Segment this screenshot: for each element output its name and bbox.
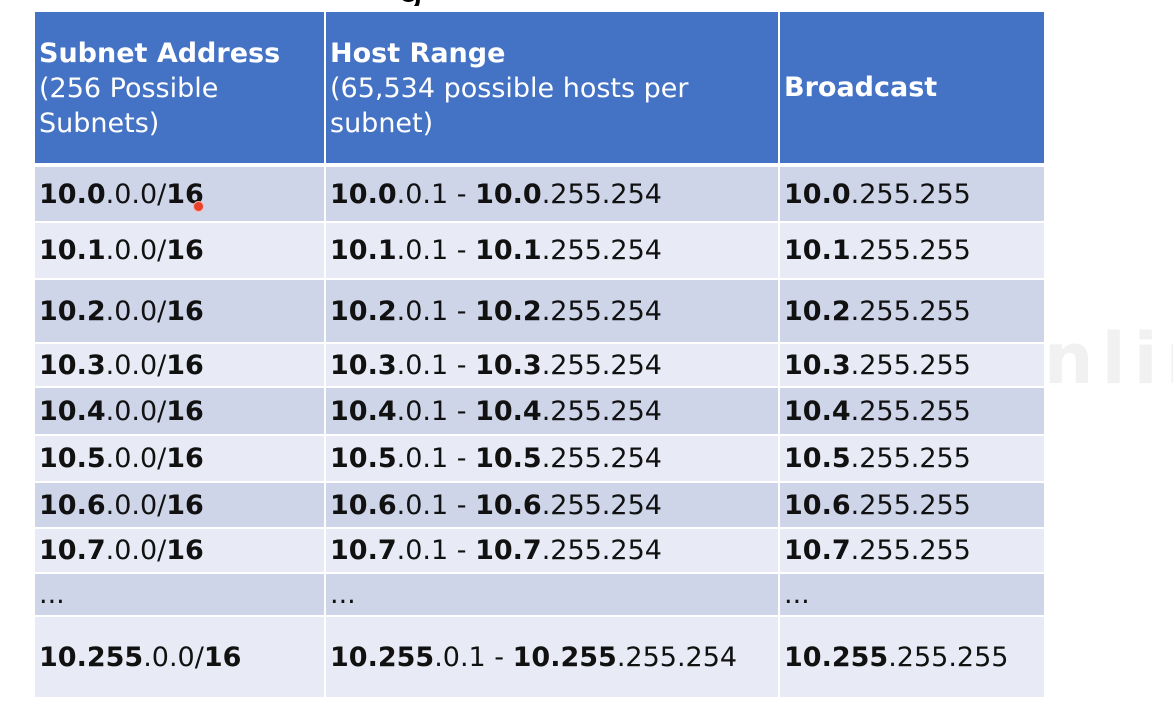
subnet-cell: 10.3.0.0/16 bbox=[35, 343, 326, 388]
broadcast-cell: 10.3.255.255 bbox=[779, 343, 1044, 388]
table-row: 10.1.0.0/16 10.1.0.1 - 10.1.255.254 10.1… bbox=[35, 222, 1044, 280]
host-range-cell: 10.255.0.1 - 10.255.255.254 bbox=[325, 616, 780, 699]
host-range-cell: 10.0.0.1 - 10.0.255.254 bbox=[325, 165, 780, 223]
header-subnet-address: Subnet Address (256 Possible Subnets) bbox=[35, 12, 326, 167]
broadcast-cell: 10.4.255.255 bbox=[779, 387, 1044, 436]
laser-pointer-dot bbox=[193, 201, 204, 212]
broadcast-cell: 10.0.255.255 bbox=[779, 165, 1044, 223]
subnet-cell: 10.2.0.0/16 bbox=[35, 279, 326, 344]
subnet-cell: 10.0.0.0/16 bbox=[35, 165, 326, 223]
broadcast-cell: 10.7.255.255 bbox=[779, 528, 1044, 574]
host-range-cell: 10.2.0.1 - 10.2.255.254 bbox=[325, 279, 780, 344]
header-broadcast: Broadcast bbox=[779, 12, 1044, 167]
table-row: 10.5.0.0/16 10.5.0.1 - 10.5.255.254 10.5… bbox=[35, 435, 1044, 483]
table-row: 10.6.0.0/16 10.6.0.1 - 10.6.255.254 10.6… bbox=[35, 482, 1044, 529]
ellipsis-row: ... ... ... bbox=[35, 573, 1044, 617]
table-row: 10.0.0.0/16 10.0.0.1 - 10.0.255.254 10.0… bbox=[35, 165, 1044, 223]
header-subnet-note: (256 Possible Subnets) bbox=[39, 73, 219, 139]
header-host-title: Host Range bbox=[330, 38, 506, 69]
slide-title-fragment: g bbox=[396, 0, 464, 6]
broadcast-cell: 10.6.255.255 bbox=[779, 482, 1044, 529]
subnet-cell: 10.255.0.0/16 bbox=[35, 616, 326, 699]
host-range-cell: 10.6.0.1 - 10.6.255.254 bbox=[325, 482, 780, 529]
table-row: 10.3.0.0/16 10.3.0.1 - 10.3.255.254 10.3… bbox=[35, 343, 1044, 388]
host-range-ellipsis: ... bbox=[325, 573, 780, 617]
header-subnet-title: Subnet Address bbox=[39, 38, 281, 69]
host-range-cell: 10.5.0.1 - 10.5.255.254 bbox=[325, 435, 780, 483]
subnet-cell: 10.4.0.0/16 bbox=[35, 387, 326, 436]
broadcast-cell: 10.5.255.255 bbox=[779, 435, 1044, 483]
broadcast-cell: 10.255.255.255 bbox=[779, 616, 1044, 699]
host-range-cell: 10.1.0.1 - 10.1.255.254 bbox=[325, 222, 780, 280]
subnet-ellipsis: ... bbox=[35, 573, 326, 617]
header-host-range: Host Range (65,534 possible hosts per su… bbox=[325, 12, 780, 167]
header-broadcast-title: Broadcast bbox=[784, 72, 938, 103]
host-range-cell: 10.3.0.1 - 10.3.255.254 bbox=[325, 343, 780, 388]
table-row: 10.4.0.0/16 10.4.0.1 - 10.4.255.254 10.4… bbox=[35, 387, 1044, 436]
subnet-cell: 10.6.0.0/16 bbox=[35, 482, 326, 529]
broadcast-cell: 10.1.255.255 bbox=[779, 222, 1044, 280]
subnet-cell: 10.5.0.0/16 bbox=[35, 435, 326, 483]
broadcast-cell: 10.2.255.255 bbox=[779, 279, 1044, 344]
header-row: Subnet Address (256 Possible Subnets) Ho… bbox=[35, 12, 1044, 167]
header-host-note: (65,534 possible hosts per subnet) bbox=[330, 73, 689, 139]
table-row: 10.7.0.0/16 10.7.0.1 - 10.7.255.254 10.7… bbox=[35, 528, 1044, 574]
table-row: 10.2.0.0/16 10.2.0.1 - 10.2.255.254 10.2… bbox=[35, 279, 1044, 344]
subnet-cell: 10.7.0.0/16 bbox=[35, 528, 326, 574]
table-row-last: 10.255.0.0/16 10.255.0.1 - 10.255.255.25… bbox=[35, 616, 1044, 699]
broadcast-ellipsis: ... bbox=[779, 573, 1044, 617]
subnet-table: Subnet Address (256 Possible Subnets) Ho… bbox=[35, 12, 1044, 699]
host-range-cell: 10.4.0.1 - 10.4.255.254 bbox=[325, 387, 780, 436]
subnet-cell: 10.1.0.0/16 bbox=[35, 222, 326, 280]
host-range-cell: 10.7.0.1 - 10.7.255.254 bbox=[325, 528, 780, 574]
